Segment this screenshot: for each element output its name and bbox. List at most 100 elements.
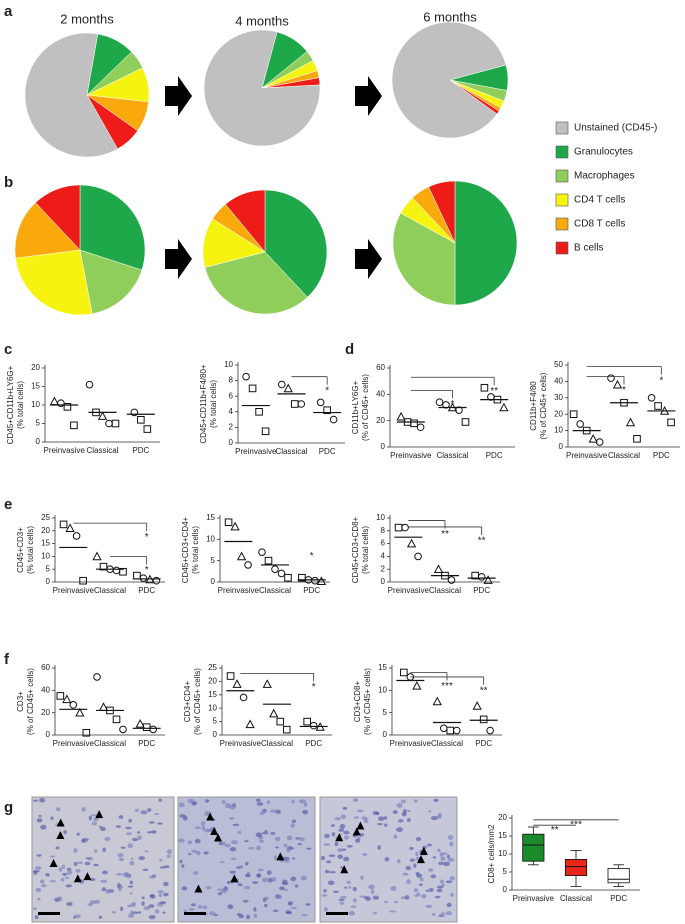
- x-tick-label: Classical: [436, 451, 468, 460]
- cell-nucleus: [359, 895, 367, 898]
- y-tick-label: 0: [36, 437, 41, 446]
- y-tick-label: 10: [554, 426, 563, 435]
- cell-nucleus: [77, 861, 83, 865]
- arrowhead: [419, 846, 428, 855]
- cell-nucleus: [232, 823, 240, 827]
- data-point: [472, 701, 482, 710]
- cell-nucleus: [129, 892, 133, 895]
- cell-nucleus: [390, 885, 397, 891]
- x-tick-label: Preinvasive: [220, 739, 262, 748]
- cell-nucleus: [360, 875, 364, 880]
- y-axis-label: CD45+CD3+: [16, 527, 25, 573]
- y-tick-label: 15: [31, 382, 40, 391]
- panel-label: f: [4, 651, 10, 668]
- cell-nucleus: [321, 855, 326, 861]
- cell-nucleus: [129, 860, 135, 866]
- pie-slice: [391, 21, 507, 139]
- cell-nucleus: [400, 799, 407, 804]
- y-axis-label: (% of CD45+ cells): [539, 372, 548, 439]
- cell-nucleus: [290, 876, 297, 882]
- y-tick-label: 6: [229, 391, 234, 400]
- cell-nucleus: [396, 803, 403, 808]
- data-point: [576, 420, 584, 428]
- y-axis-label: CD45+CD3+CD4+: [181, 516, 190, 583]
- y-tick-label: 15: [208, 690, 217, 699]
- y-tick-label: 25: [208, 663, 217, 672]
- y-tick-label: 10: [378, 685, 387, 694]
- box: [564, 859, 588, 877]
- cell-nucleus: [158, 893, 163, 898]
- y-tick-label: 2: [381, 564, 386, 573]
- arrows: [165, 76, 382, 279]
- cell-nucleus: [148, 875, 156, 879]
- cell-nucleus: [262, 808, 267, 813]
- data-point: [499, 402, 509, 412]
- cell-nucleus: [384, 823, 388, 827]
- x-tick-label: Preinvasive: [218, 586, 260, 595]
- cell-nucleus: [191, 903, 196, 907]
- legend-label: Granulocytes: [574, 147, 633, 158]
- cell-nucleus: [258, 839, 264, 843]
- y-axis-label: CD45+CD11b+F4/80+: [199, 364, 208, 444]
- cell-nucleus: [413, 799, 418, 803]
- cell-nucleus: [384, 857, 390, 862]
- cell-nucleus: [436, 888, 443, 893]
- x-tick-label: Classical: [429, 586, 461, 595]
- y-tick-label: 0: [46, 730, 51, 739]
- significance-label: **: [551, 825, 559, 836]
- y-tick-label: 15: [41, 539, 50, 548]
- cell-nucleus: [273, 855, 277, 861]
- pie-slice: [428, 180, 456, 244]
- cell-nucleus: [281, 882, 289, 886]
- y-tick-label: 5: [213, 717, 218, 726]
- cell-nucleus: [220, 888, 228, 894]
- y-tick-label: 10: [498, 849, 507, 858]
- cell-nucleus: [246, 914, 251, 920]
- cell-nucleus: [125, 826, 132, 830]
- cell-nucleus: [344, 835, 349, 840]
- data-point: [667, 418, 675, 427]
- cell-nucleus: [127, 913, 135, 918]
- cell-nucleus: [383, 900, 388, 904]
- cell-nucleus: [217, 892, 223, 896]
- cell-nucleus: [147, 808, 152, 812]
- cell-nucleus: [396, 827, 403, 832]
- cell-nucleus: [193, 870, 199, 875]
- cell-nucleus: [229, 817, 235, 820]
- cell-nucleus: [84, 861, 91, 866]
- data-point: [226, 672, 235, 680]
- cell-nucleus: [428, 887, 434, 892]
- legend-swatch: [555, 169, 569, 183]
- x-tick-label: Preinvasive: [513, 894, 555, 903]
- micrograph: [177, 796, 316, 923]
- cell-nucleus: [118, 815, 124, 819]
- cell-nucleus: [415, 836, 422, 842]
- cell-nucleus: [134, 808, 139, 812]
- x-tick-label: PDC: [303, 586, 320, 595]
- y-tick-label: 6: [381, 539, 386, 548]
- cell-nucleus: [130, 857, 134, 860]
- cell-nucleus: [294, 884, 299, 888]
- pie-slice: [79, 184, 146, 271]
- legend-swatch: [555, 121, 569, 135]
- cell-nucleus: [221, 800, 226, 805]
- cell-nucleus: [137, 911, 142, 914]
- pie-slice: [392, 212, 456, 306]
- data-point: [447, 576, 456, 584]
- cell-nucleus: [266, 800, 271, 805]
- legend-swatch: [555, 217, 569, 231]
- data-point: [477, 573, 486, 581]
- cell-nucleus: [389, 910, 397, 913]
- y-axis-label: CD3+CD8+: [353, 681, 362, 723]
- cell-nucleus: [56, 807, 61, 812]
- cell-nucleus: [286, 847, 291, 853]
- significance-label: **: [480, 686, 488, 697]
- cell-nucleus: [115, 825, 122, 828]
- cell-nucleus: [425, 904, 433, 909]
- data-point: [410, 419, 418, 428]
- cell-nucleus: [61, 864, 66, 869]
- cell-nucleus: [34, 915, 39, 920]
- cell-nucleus: [237, 882, 242, 885]
- cell-nucleus: [340, 814, 347, 819]
- cell-nucleus: [226, 880, 231, 885]
